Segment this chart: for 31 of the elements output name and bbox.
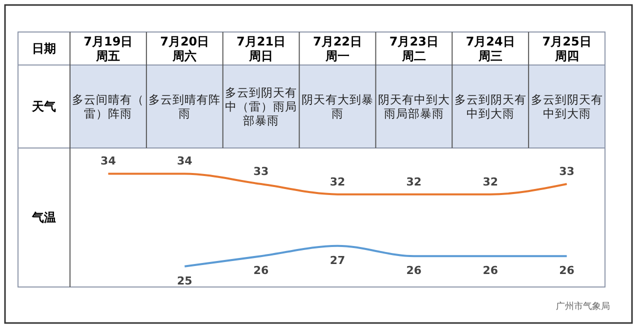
data-label: 34 <box>100 154 116 168</box>
x-tick-label: 7月21日周日 <box>236 34 286 63</box>
data-label: 33 <box>253 165 269 178</box>
data-label: 32 <box>330 175 346 188</box>
data-label: 32 <box>406 175 422 188</box>
data-label: 32 <box>482 175 498 188</box>
text: 广州市气象局 <box>556 301 610 312</box>
text: 多云到阴天有中（雷）雨局部暴雨 <box>225 86 298 128</box>
text: 阴天有大到暴雨 <box>302 92 374 120</box>
x-tick-label: 7月20日周六 <box>160 34 210 63</box>
text: 阴天有中到大雨局部暴雨 <box>378 92 450 120</box>
text: 多云到阴天有中到大雨 <box>454 92 526 120</box>
y-axis-title: 气温 <box>31 210 56 225</box>
x-tick-label: 7月23日周二 <box>389 34 438 63</box>
data-label: 26 <box>253 264 270 278</box>
x-tick-label: 7月22日周一 <box>312 34 362 63</box>
x-axis-title: 日期 <box>32 42 56 56</box>
x-tick-label: 7月25日周四 <box>542 34 592 63</box>
data-label: 26 <box>559 264 575 278</box>
text: 多云到晴有阵雨 <box>148 92 221 120</box>
text: 多云到阴天有中到大雨 <box>530 92 603 120</box>
x-tick-label: 7月19日周五 <box>84 34 133 63</box>
data-label: 26 <box>482 264 498 278</box>
x-tick-label: 7月24日周三 <box>466 34 515 63</box>
text: 多云间晴有（雷）阵雨 <box>72 92 144 120</box>
data-label: 26 <box>406 264 422 278</box>
data-label: 33 <box>559 165 574 178</box>
text: 天气 <box>31 100 56 114</box>
data-label: 25 <box>176 274 192 288</box>
data-label: 34 <box>176 154 193 168</box>
data-label: 27 <box>330 254 346 267</box>
